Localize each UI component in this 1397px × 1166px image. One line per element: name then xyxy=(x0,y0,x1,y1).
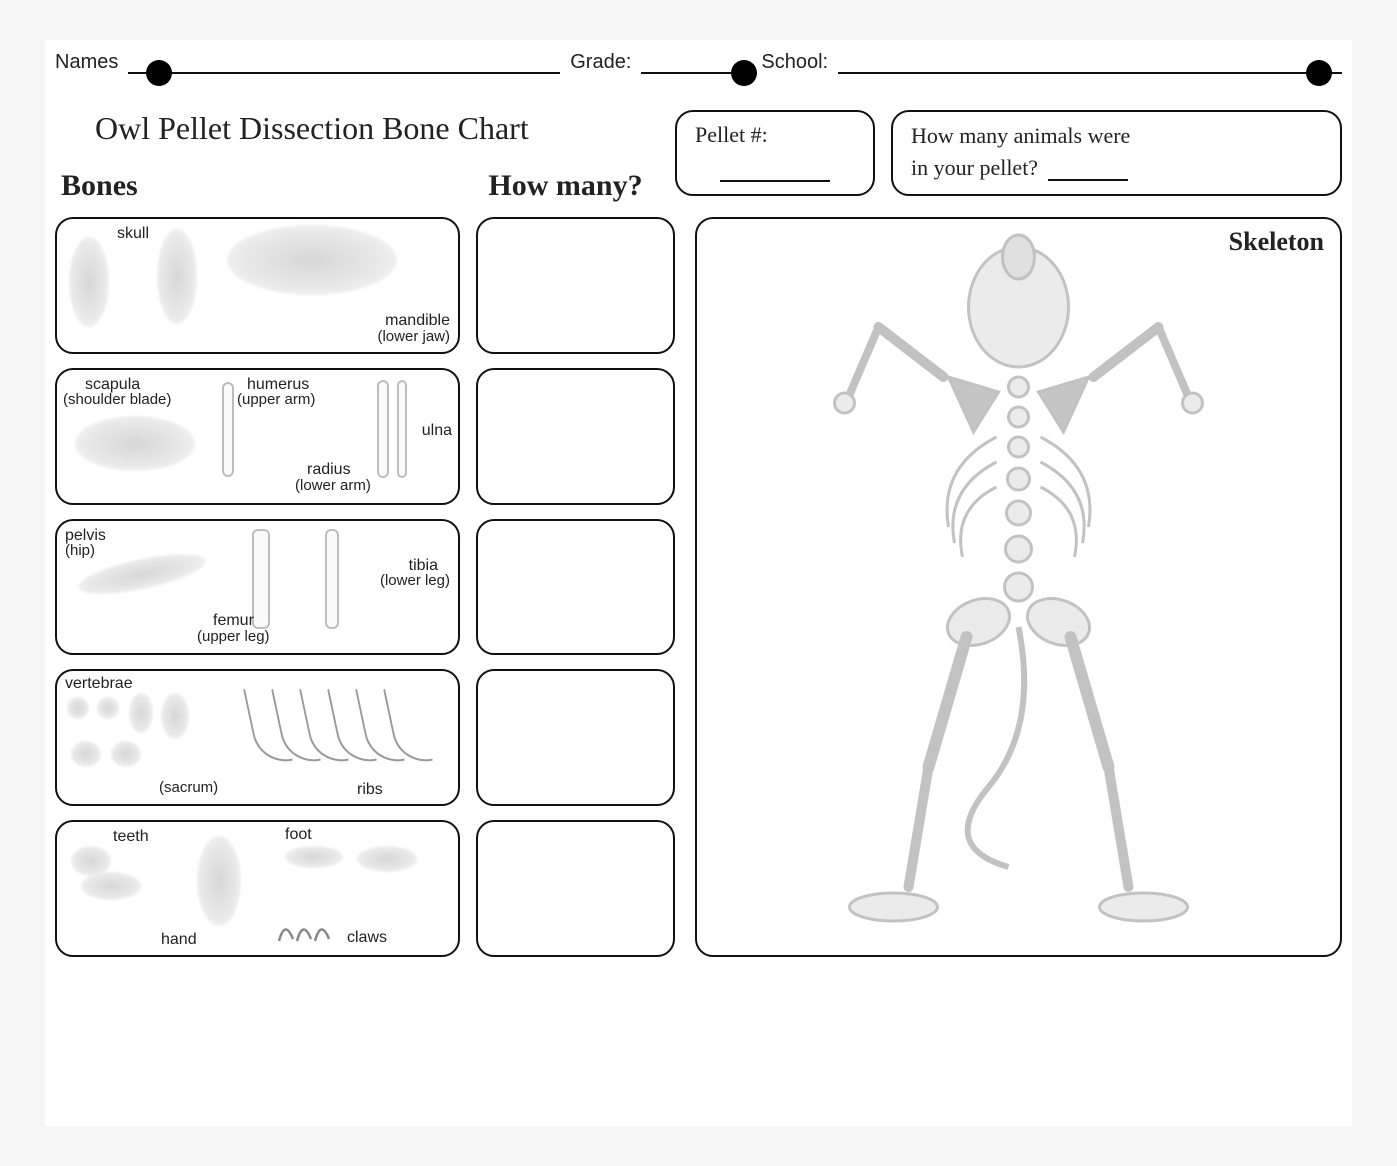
ribs-label: ribs xyxy=(357,781,383,799)
bone-row-arm: scapula (shoulder blade) humerus (upper … xyxy=(55,368,675,505)
school-input-line[interactable] xyxy=(838,52,1342,74)
sacrum-label: (sacrum) xyxy=(159,780,218,797)
grade-label: Grade: xyxy=(570,51,631,74)
animals-count-box: How many animals were in your pellet? xyxy=(891,110,1342,196)
pellet-label: Pellet #: xyxy=(695,122,855,148)
mandible-sub: (lower jaw) xyxy=(377,329,450,346)
bone-box-arm: scapula (shoulder blade) humerus (upper … xyxy=(55,368,460,505)
names-label: Names xyxy=(55,51,118,74)
scapula-sub: (shoulder blade) xyxy=(63,392,171,409)
pellet-number-input-line[interactable] xyxy=(720,156,830,182)
skeleton-diagram xyxy=(705,227,1332,947)
main-content: skull mandible (lower jaw) scapula (shou… xyxy=(45,217,1352,957)
bone-row-skull: skull mandible (lower jaw) xyxy=(55,217,675,354)
count-box-misc[interactable] xyxy=(476,820,675,957)
bone-sketch xyxy=(67,697,89,719)
pellet-number-box: Pellet #: xyxy=(675,110,875,196)
top-row: Owl Pellet Dissection Bone Chart Bones H… xyxy=(45,110,1352,203)
bone-sketch xyxy=(275,915,345,945)
count-box-arm[interactable] xyxy=(476,368,675,505)
skull-label: skull xyxy=(117,225,149,243)
bone-row-misc: teeth hand foot claws xyxy=(55,820,675,957)
left-header-area: Owl Pellet Dissection Bone Chart Bones H… xyxy=(55,110,655,203)
bone-sketch xyxy=(75,416,195,471)
tibia-sub: (lower leg) xyxy=(380,573,450,590)
bone-sketch xyxy=(325,529,339,629)
femur-sub: (upper leg) xyxy=(197,629,270,646)
ulna-label: ulna xyxy=(422,422,452,440)
count-box-skull[interactable] xyxy=(476,217,675,354)
bone-box-leg: pelvis (hip) femur (upper leg) tibia (lo… xyxy=(55,519,460,656)
bone-sketch xyxy=(222,382,234,477)
bone-sketch xyxy=(75,545,208,601)
page-title: Owl Pellet Dissection Bone Chart xyxy=(55,110,655,147)
hand-label: hand xyxy=(161,931,197,949)
bone-rows-stack: skull mandible (lower jaw) scapula (shou… xyxy=(55,217,675,957)
bone-box-vertebrae: vertebrae (sacrum) ribs xyxy=(55,669,460,806)
radius-sub: (lower arm) xyxy=(295,478,371,495)
bone-box-skull: skull mandible (lower jaw) xyxy=(55,217,460,354)
teeth-label: teeth xyxy=(113,828,149,846)
column-headers: Bones How many? xyxy=(55,169,655,203)
bone-row-leg: pelvis (hip) femur (upper leg) tibia (lo… xyxy=(55,519,675,656)
bones-header: Bones xyxy=(55,169,460,203)
skeleton-title: Skeleton xyxy=(1229,227,1324,257)
animals-count-input-line[interactable] xyxy=(1048,157,1128,181)
bone-sketch xyxy=(157,229,197,324)
count-box-leg[interactable] xyxy=(476,519,675,656)
punch-hole-icon xyxy=(1306,60,1332,86)
femur-label: femur xyxy=(213,612,254,630)
header-form-row: Names Grade: School: xyxy=(45,40,1352,80)
punch-hole-icon xyxy=(731,60,757,86)
punch-hole-icon xyxy=(146,60,172,86)
bone-sketch xyxy=(227,225,397,295)
bone-box-misc: teeth hand foot claws xyxy=(55,820,460,957)
animals-line2: in your pellet? xyxy=(911,155,1038,181)
bone-sketch xyxy=(97,697,119,719)
radius-label: radius xyxy=(307,461,351,479)
claws-label: claws xyxy=(347,929,387,947)
bone-sketch xyxy=(71,741,101,767)
bone-sketch xyxy=(81,872,141,900)
bone-sketch xyxy=(252,529,270,629)
bone-row-vertebrae: vertebrae (sacrum) ribs xyxy=(55,669,675,806)
bone-sketch xyxy=(69,237,109,327)
mandible-label: mandible xyxy=(385,312,450,330)
bone-sketch xyxy=(111,741,141,767)
bone-sketch xyxy=(129,693,153,733)
bone-sketch xyxy=(285,846,343,868)
vertebrae-label: vertebrae xyxy=(65,675,133,693)
bone-sketch xyxy=(397,380,407,478)
animals-line1: How many animals were xyxy=(911,123,1322,149)
school-label: School: xyxy=(761,51,828,74)
right-info-boxes: Pellet #: How many animals were in your … xyxy=(675,110,1342,196)
bone-sketch xyxy=(161,693,189,739)
bone-sketch xyxy=(357,846,417,872)
foot-label: foot xyxy=(285,826,312,844)
bone-sketch xyxy=(377,380,389,478)
bone-sketch xyxy=(197,836,241,926)
pelvis-sub: (hip) xyxy=(65,543,95,560)
worksheet-page: Names Grade: School: Owl Pellet Dissecti… xyxy=(45,40,1352,1126)
grade-input-line[interactable] xyxy=(641,52,751,74)
count-box-vertebrae[interactable] xyxy=(476,669,675,806)
humerus-sub: (upper arm) xyxy=(237,392,315,409)
skeleton-box: Skeleton xyxy=(695,217,1342,957)
names-input-line[interactable] xyxy=(128,52,560,74)
howmany-header: How many? xyxy=(476,169,655,203)
